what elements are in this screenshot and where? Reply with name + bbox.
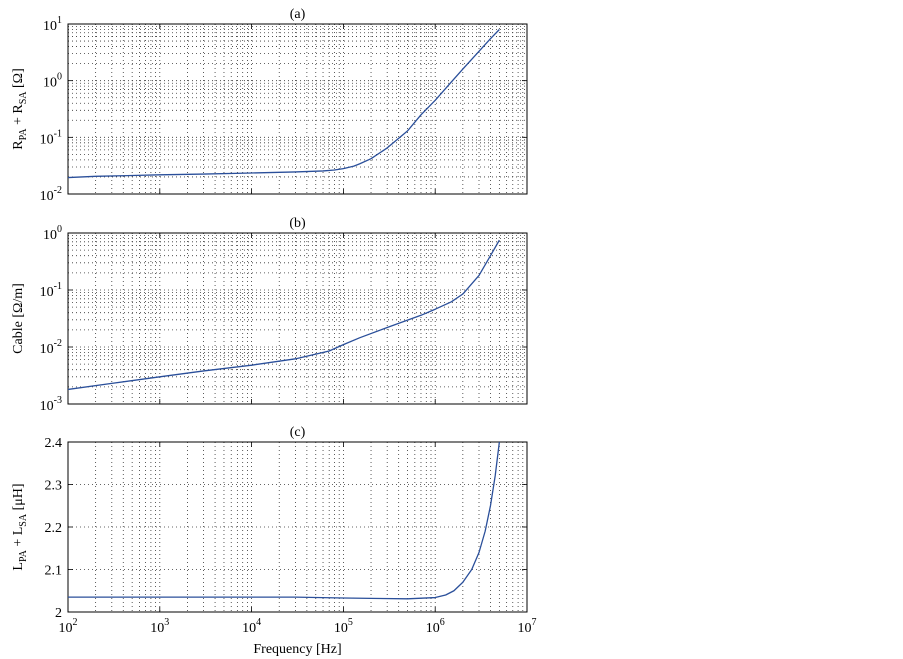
y-tick-label: 100 xyxy=(43,72,62,91)
y-tick-label: 2.4 xyxy=(45,436,63,451)
y-tick-label: 2.3 xyxy=(45,479,63,494)
y-tick-label: 101 xyxy=(43,15,62,34)
x-tick-label: 106 xyxy=(426,617,445,636)
x-tick-label: 102 xyxy=(59,617,78,636)
axes-frame xyxy=(67,232,528,405)
grid xyxy=(68,233,527,404)
series-line xyxy=(68,441,501,600)
axes-frame xyxy=(67,23,528,195)
y-tick-label: 10-2 xyxy=(40,338,62,357)
y-tick-label: 2 xyxy=(55,606,62,621)
y-tick-label: 10-1 xyxy=(40,281,62,300)
tick-marks xyxy=(67,23,528,195)
series-line xyxy=(67,29,500,179)
y-axis-label: RPA + RSA [Ω] xyxy=(11,68,29,149)
x-tick-label: 103 xyxy=(150,617,169,636)
x-axis-label: Frequency [Hz] xyxy=(253,642,341,657)
y-tick-label: 10-3 xyxy=(40,395,62,414)
grid xyxy=(68,24,527,194)
y-axis-label: Cable [Ω/m] xyxy=(11,283,26,354)
x-tick-label: 107 xyxy=(518,617,537,636)
tick-marks xyxy=(67,441,528,613)
x-tick-label: 104 xyxy=(242,617,261,636)
y-tick-label: 100 xyxy=(43,224,62,243)
panel-c: 2 2.1 2.2 2.3 2.4 (c) LPA + LSA [μH] 102 103 104 1… xyxy=(11,425,537,657)
panel-title: (b) xyxy=(289,216,306,231)
panel-b: 10-3 10-2 10-1 100 (b) Cable [Ω/m] xyxy=(11,216,528,414)
y-tick-label: 10-2 xyxy=(40,185,62,204)
panel-title: (c) xyxy=(290,425,306,440)
y-tick-label: 2.1 xyxy=(45,564,63,579)
x-tick-label: 105 xyxy=(334,617,353,636)
y-axis-label: LPA + LSA [μH] xyxy=(11,483,29,570)
panel-title: (a) xyxy=(290,7,306,22)
y-tick-label: 2.2 xyxy=(45,521,63,536)
tick-marks xyxy=(67,232,528,405)
panel-a: 10-2 10-1 100 101 (a) RPA + RSA [Ω] xyxy=(11,7,528,204)
y-tick-label: 10-1 xyxy=(40,128,62,147)
series-line xyxy=(67,239,500,391)
